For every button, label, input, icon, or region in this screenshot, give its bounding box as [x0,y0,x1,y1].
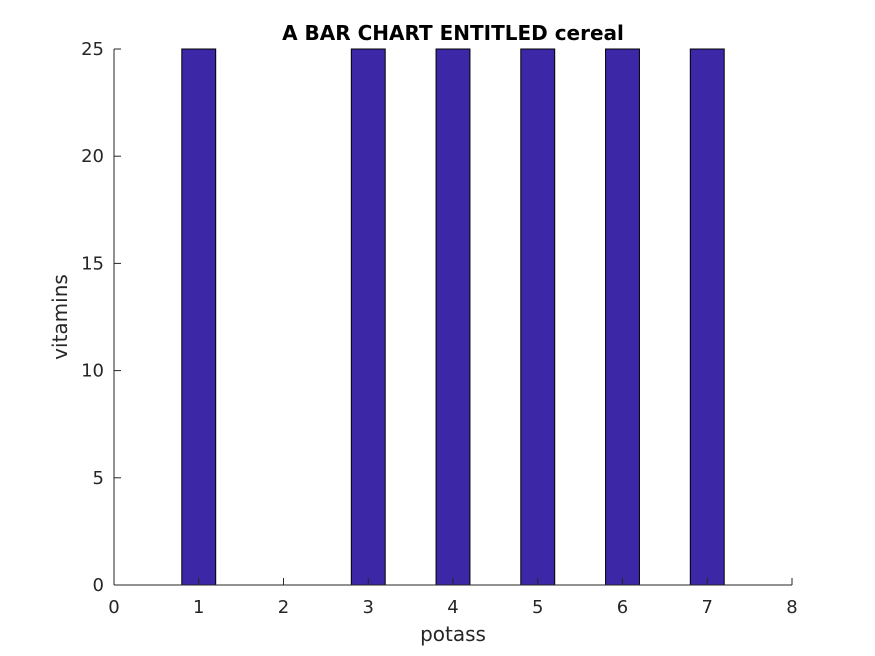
x-tick-label: 4 [447,597,458,618]
x-tick-label: 7 [702,597,713,618]
x-tick-label: 3 [363,597,374,618]
y-tick-label: 10 [81,361,104,382]
x-tick-label: 2 [278,597,289,618]
y-tick-label: 25 [81,39,104,60]
x-tick-label: 0 [108,597,119,618]
x-tick-label: 5 [532,597,543,618]
bar-x-1 [181,48,217,586]
bar-x-7 [689,48,725,586]
bar-x-4 [435,48,471,586]
x-tick-label: 1 [193,597,204,618]
y-tick-label: 15 [81,253,104,274]
x-tick-label: 6 [617,597,628,618]
bar-x-3 [350,48,386,586]
y-tick-label: 20 [81,146,104,167]
chart-title: A BAR CHART ENTITLED cereal [282,21,624,45]
y-tick-label: 0 [93,575,104,596]
bar-x-5 [520,48,556,586]
y-axis-label: vitamins [48,274,72,360]
bars-group [181,48,725,586]
x-tick-label: 8 [786,597,797,618]
x-axis-label: potass [420,622,486,646]
y-tick-label: 5 [93,468,104,489]
bar-x-6 [605,48,640,586]
axes-group: 0 1 2 3 4 5 6 7 8 0 5 10 15 20 25 [81,39,798,618]
